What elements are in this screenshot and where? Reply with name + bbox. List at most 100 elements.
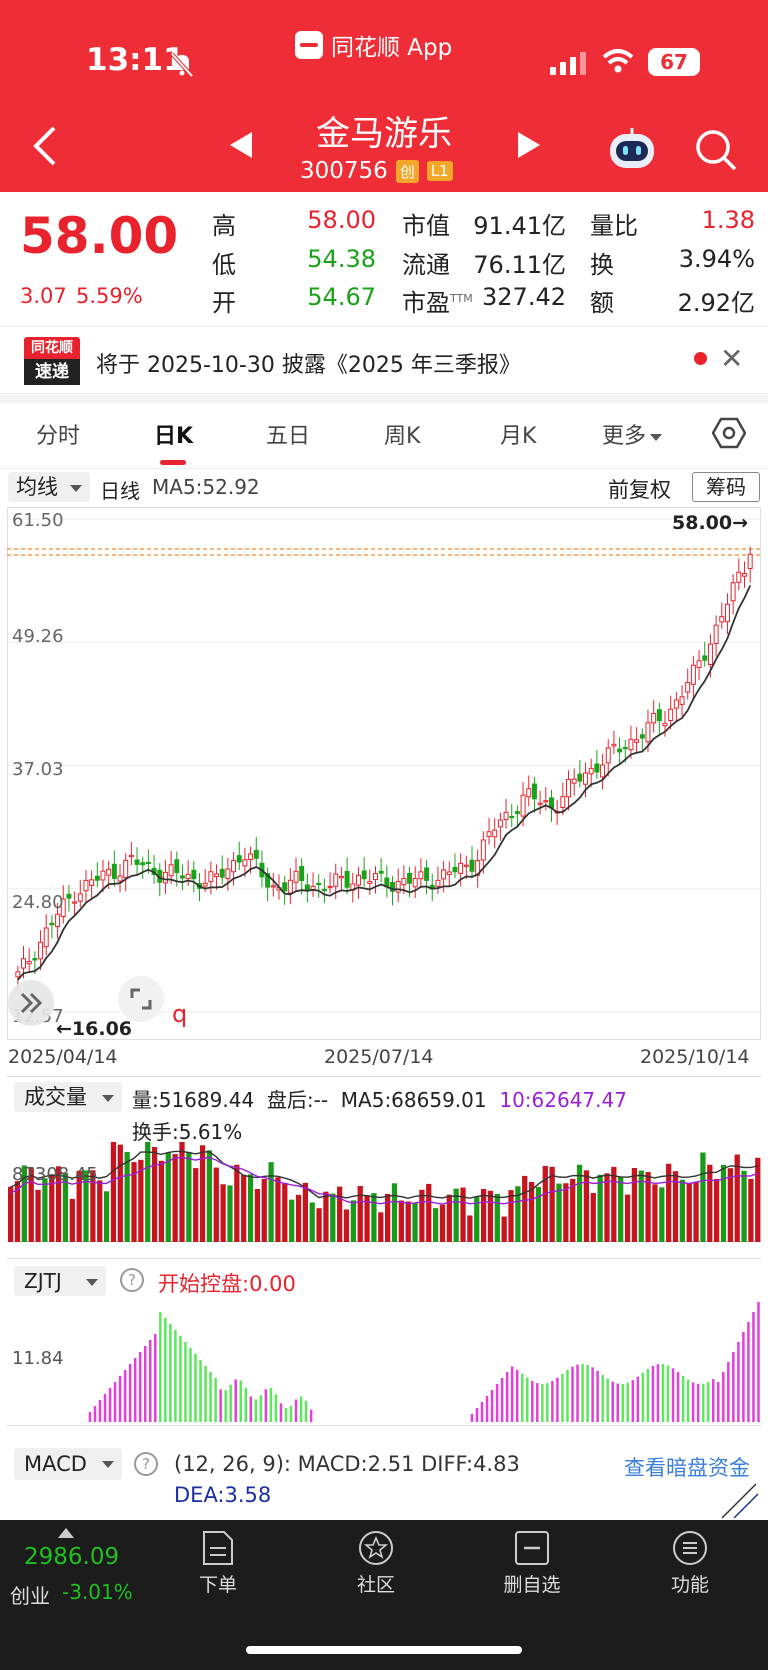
notice-text: 将于 2025-10-30 披露《2025 年三季报》 <box>96 353 521 378</box>
candle <box>15 971 21 978</box>
candle <box>622 746 628 750</box>
search-icon[interactable] <box>694 128 738 172</box>
candle <box>702 655 708 661</box>
volume-selector[interactable]: 成交量 <box>14 1082 122 1112</box>
macd-mini-lines <box>721 1483 759 1519</box>
volume-bar <box>97 1180 103 1242</box>
zjtj-selector[interactable]: ZJTJ <box>14 1266 106 1296</box>
candle <box>219 868 225 878</box>
volume-bar <box>186 1152 192 1242</box>
candle <box>747 553 753 570</box>
help-icon[interactable]: ? <box>120 1268 144 1292</box>
volume-bar <box>419 1189 425 1242</box>
candle <box>594 763 600 773</box>
candle <box>480 839 486 861</box>
volume-bar <box>172 1154 178 1242</box>
tab-monthly-k[interactable]: 月K <box>500 424 537 449</box>
zjtj-chart-frame[interactable] <box>7 1258 761 1426</box>
settings-hex-icon[interactable] <box>712 416 746 450</box>
volume-bar <box>480 1188 487 1242</box>
volume-bar <box>686 1183 692 1242</box>
tab-more[interactable]: 更多 <box>602 418 663 450</box>
candle <box>94 875 100 881</box>
volume-bar <box>666 1163 672 1242</box>
status-time: 13:11 <box>86 42 185 78</box>
candle <box>134 859 140 865</box>
index-value[interactable]: 2986.09 <box>24 1544 120 1570</box>
index-up-arrow-icon[interactable] <box>58 1528 74 1538</box>
volume-bar <box>720 1164 727 1242</box>
candle <box>724 603 730 623</box>
macd-selector[interactable]: MACD <box>14 1448 122 1480</box>
notice-bar[interactable]: 同花顺 速递 将于 2025-10-30 披露《2025 年三季报》 <box>0 326 768 394</box>
assistant-robot-icon[interactable] <box>606 126 658 172</box>
volume-bar <box>76 1170 82 1242</box>
candle <box>168 864 174 877</box>
index-change[interactable]: -3.01% <box>62 1580 133 1604</box>
volume-bar <box>405 1201 411 1242</box>
dark-pool-link[interactable]: 查看暗盘资金 <box>624 1456 750 1480</box>
quote-label: 额 <box>590 289 614 317</box>
tab-five-day[interactable]: 五日 <box>266 424 311 449</box>
tab-daily-k[interactable]: 日K <box>154 424 194 449</box>
tab-weekly-k[interactable]: 周K <box>384 424 421 449</box>
candle <box>526 788 532 798</box>
candle <box>333 873 339 887</box>
nav-remove-watchlist[interactable]: 删自选 <box>482 1530 582 1597</box>
candle <box>730 582 736 602</box>
help-icon[interactable]: ? <box>134 1452 158 1476</box>
volume-bar <box>432 1208 439 1242</box>
volume-bar <box>611 1166 617 1242</box>
nav-community[interactable]: 社区 <box>326 1530 426 1597</box>
nav-functions[interactable]: 功能 <box>640 1530 740 1597</box>
quote-label: 市盈TTM <box>402 289 473 317</box>
volume-bar <box>501 1216 507 1242</box>
next-stock-icon[interactable] <box>518 132 540 158</box>
candle <box>26 960 32 965</box>
kline-chart[interactable] <box>7 507 761 1040</box>
volume-bar <box>515 1186 521 1242</box>
volume-bar <box>21 1165 27 1242</box>
close-icon[interactable]: ✕ <box>720 342 744 375</box>
quote-value: 76.11亿 <box>473 251 566 279</box>
prev-stock-icon[interactable] <box>230 132 252 158</box>
index-name[interactable]: 创业 <box>10 1584 50 1608</box>
quote-label: 量比 <box>590 212 638 240</box>
y-tick: 37.03 <box>12 759 64 780</box>
volume-bar <box>193 1168 199 1242</box>
volume-bar <box>453 1188 459 1242</box>
back-icon[interactable] <box>30 124 60 168</box>
candle <box>503 811 509 821</box>
chips-button[interactable]: 筹码 <box>692 472 760 502</box>
indicator-selector[interactable]: 均线 <box>8 472 90 502</box>
volume-bar <box>206 1150 213 1242</box>
nav-order[interactable]: 下单 <box>168 1530 268 1597</box>
expand-icon[interactable] <box>8 980 54 1026</box>
kline-chart-frame[interactable] <box>7 507 761 1040</box>
candle <box>49 922 55 926</box>
adjust-button[interactable]: 前复权 <box>608 478 671 502</box>
board-tag: 创 <box>395 159 419 183</box>
stock-name: 金马游乐 <box>316 114 452 154</box>
candle <box>435 879 441 887</box>
candle <box>378 870 384 874</box>
quote-value: 3.94% <box>678 245 755 273</box>
current-price: 58.00 <box>20 207 179 265</box>
candle <box>463 864 469 867</box>
volume-bar <box>378 1212 384 1242</box>
candle <box>690 664 696 685</box>
candle <box>327 885 333 889</box>
chevron-down-icon <box>650 433 663 441</box>
volume-bar <box>727 1168 733 1242</box>
tab-intraday[interactable]: 分时 <box>36 424 81 449</box>
fullscreen-icon[interactable] <box>118 976 164 1022</box>
volume-bar <box>535 1186 542 1242</box>
app-name: 同花顺 App <box>295 28 452 62</box>
volume-bar <box>110 1142 117 1242</box>
volume-chart-frame[interactable] <box>7 1076 761 1242</box>
candle <box>344 870 350 888</box>
volume-bar <box>8 1187 14 1242</box>
candle <box>179 875 185 879</box>
volume-bar <box>295 1194 302 1242</box>
candle <box>458 862 464 874</box>
